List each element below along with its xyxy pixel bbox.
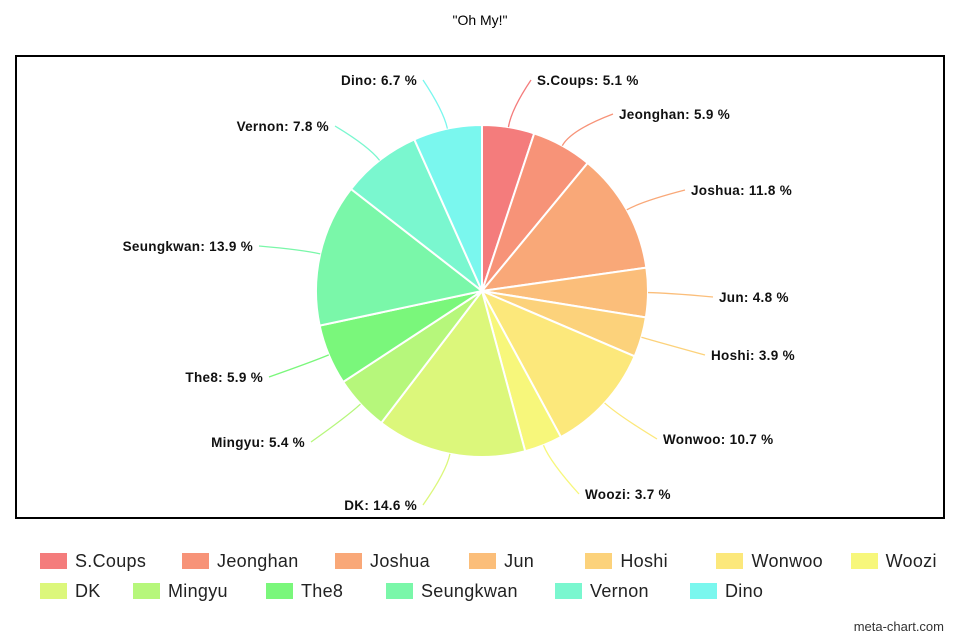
leader-line [310, 403, 361, 443]
data-label: Vernon: 7.8 % [237, 119, 329, 134]
legend: S.Coups Jeonghan Joshua Jun Hoshi Wonwoo Woozi… [40, 546, 940, 606]
legend-swatch [585, 553, 613, 569]
legend-swatch [716, 553, 744, 569]
leader-line [604, 402, 658, 440]
legend-item: DK [40, 581, 133, 602]
legend-item: The8 [266, 581, 386, 602]
data-label: The8: 5.9 % [185, 370, 263, 385]
pie-slice-dk [379, 288, 527, 458]
legend-swatch [690, 583, 717, 599]
legend-item: Seungkwan [386, 581, 555, 602]
data-label: Jeonghan: 5.9 % [619, 107, 730, 122]
data-label: Woozi: 3.7 % [585, 487, 671, 502]
data-label: Wonwoo: 10.7 % [663, 432, 773, 447]
pie-slice-dino [412, 123, 483, 292]
data-label: Mingyu: 5.4 % [211, 435, 305, 450]
leader-line [542, 444, 580, 495]
legend-label: Seungkwan [421, 580, 518, 601]
legend-item: S.Coups [40, 551, 182, 572]
leader-line [626, 189, 686, 211]
leader-line [647, 291, 714, 298]
legend-row: DK Mingyu The8 Seungkwan Vernon Dino [40, 576, 940, 606]
legend-row: S.Coups Jeonghan Joshua Jun Hoshi Wonwoo Woozi [40, 546, 940, 576]
legend-item: Mingyu [133, 581, 266, 602]
data-label: S.Coups: 5.1 % [537, 73, 639, 88]
legend-swatch [182, 553, 210, 569]
data-label: DK: 14.6 % [344, 498, 417, 513]
leader-line [334, 125, 381, 161]
leader-line [507, 79, 532, 128]
legend-label: Jun [504, 550, 535, 571]
data-label: Seungkwan: 13.9 % [123, 239, 253, 254]
legend-item: Dino [690, 581, 790, 602]
legend-swatch [133, 583, 160, 599]
legend-swatch [555, 583, 582, 599]
data-label: Joshua: 11.8 % [691, 183, 792, 198]
legend-label: Vernon [590, 580, 649, 601]
leader-line [422, 79, 449, 129]
chart-title: "Oh My!" [452, 12, 508, 28]
legend-item: Woozi [850, 550, 940, 572]
legend-label: Mingyu [168, 580, 228, 601]
legend-label: Hoshi [620, 550, 668, 571]
pie-slice-seungkwan [315, 187, 485, 327]
legend-item: Vernon [555, 581, 690, 602]
legend-swatch [469, 553, 497, 569]
legend-item: Wonwoo [716, 551, 850, 572]
pie-chart: S.Coups: 5.1 % Jeonghan: 5.9 % Joshua: 11.… [123, 73, 795, 513]
data-label: Jun: 4.8 % [719, 290, 789, 305]
leader-line [268, 354, 330, 378]
legend-swatch [850, 553, 878, 569]
legend-item: Jun [469, 551, 585, 572]
legend-label: The8 [301, 580, 344, 601]
legend-swatch [40, 553, 67, 569]
legend-label: Jeonghan [217, 550, 299, 571]
data-label: Hoshi: 3.9 % [711, 348, 795, 363]
legend-swatch [40, 583, 67, 599]
leader-line [561, 113, 614, 147]
pie-slice-wonwoo [479, 288, 636, 439]
legend-label: DK [75, 580, 101, 601]
legend-label: Woozi [885, 550, 937, 571]
leader-line [641, 336, 706, 356]
legend-item: Jeonghan [182, 551, 335, 572]
legend-label: S.Coups [75, 550, 147, 571]
legend-label: Wonwoo [751, 550, 823, 571]
legend-label: Joshua [370, 550, 430, 571]
watermark: meta-chart.com [853, 619, 944, 634]
legend-swatch [386, 583, 413, 599]
legend-label: Dino [725, 580, 764, 601]
plot-frame: S.Coups: 5.1 % Jeonghan: 5.9 % Joshua: 11.… [15, 55, 945, 519]
leader-line [422, 453, 451, 506]
leader-line [258, 245, 321, 255]
legend-swatch [335, 553, 363, 569]
data-label: Dino: 6.7 % [341, 73, 417, 88]
legend-item: Joshua [335, 551, 469, 572]
legend-item: Hoshi [585, 551, 716, 572]
legend-swatch [266, 583, 293, 599]
